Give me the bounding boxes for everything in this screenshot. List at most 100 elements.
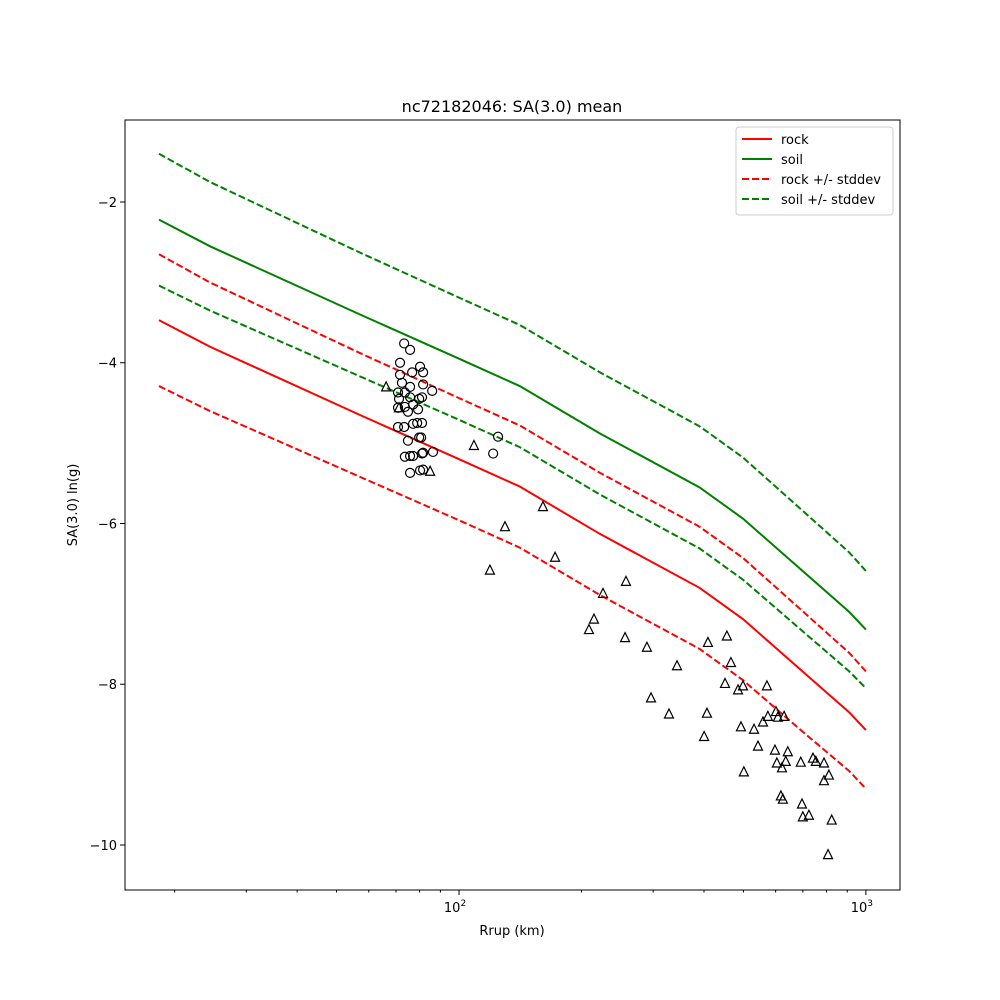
data-point-circle: [416, 448, 428, 459]
scatter-points: [380, 338, 838, 860]
data-point-triangle: [738, 765, 750, 777]
data-point-triangle: [737, 679, 749, 691]
series-line-soil-stddev-lower: [158, 284, 867, 689]
axes: 102 103 −2 −4 −6 −8 −10: [90, 119, 901, 916]
data-point-triangle: [757, 715, 769, 727]
data-point-triangle: [583, 623, 595, 635]
data-point-triangle: [803, 808, 815, 820]
data-point-triangle: [826, 813, 838, 825]
data-point-circle: [404, 344, 416, 355]
x-tick-label: 102: [444, 899, 466, 916]
data-point-circle: [412, 417, 423, 429]
data-point-triangle: [671, 659, 683, 671]
y-tick-label: −2: [98, 196, 117, 211]
data-point-circle: [394, 369, 406, 380]
data-point-circle: [399, 451, 410, 462]
data-point-circle: [396, 377, 408, 388]
data-point-triangle: [537, 500, 549, 512]
data-point-triangle: [780, 755, 792, 766]
data-point-triangle: [797, 810, 809, 822]
data-point-circle: [427, 446, 439, 458]
data-point-triangle: [823, 768, 835, 780]
data-point-triangle: [721, 629, 733, 641]
data-point-circle: [392, 421, 404, 433]
data-point-circle: [414, 361, 426, 372]
data-point-triangle: [484, 563, 496, 575]
legend-label: soil: [781, 153, 803, 168]
legend-label: rock: [781, 133, 809, 148]
data-point-triangle: [778, 710, 790, 721]
data-point-triangle: [702, 636, 714, 648]
data-point-triangle: [588, 612, 600, 624]
data-point-triangle: [619, 631, 631, 643]
data-point-circle: [416, 392, 428, 403]
data-point-triangle: [761, 679, 773, 691]
data-point-triangle: [663, 707, 675, 719]
data-point-triangle: [795, 755, 807, 767]
data-point-triangle: [499, 520, 511, 532]
legend-label: soil +/- stddev: [781, 193, 876, 208]
data-point-circle: [427, 385, 438, 396]
data-point-triangle: [424, 464, 436, 476]
data-point-triangle: [645, 691, 657, 703]
data-point-triangle: [752, 739, 764, 751]
y-tick-label: −6: [98, 517, 117, 532]
data-point-triangle: [818, 756, 830, 768]
data-point-triangle: [822, 848, 834, 860]
data-point-triangle: [620, 575, 632, 586]
series-lines: [158, 152, 867, 790]
data-point-circle: [404, 381, 416, 392]
data-point-triangle: [549, 550, 561, 562]
x-axis-label: Rrup (km): [479, 924, 544, 939]
data-point-circle: [416, 417, 428, 429]
series-line-rock-stddev-upper: [158, 253, 867, 673]
data-point-triangle: [771, 756, 783, 768]
legend-box: [735, 126, 894, 216]
data-point-circle: [416, 432, 427, 443]
data-point-circle: [404, 467, 416, 478]
chart-title: nc72182046: SA(3.0) mean: [402, 97, 623, 116]
data-point-triangle: [719, 677, 731, 689]
data-point-circle: [414, 393, 425, 405]
data-point-circle: [402, 435, 414, 446]
data-point-triangle: [735, 720, 747, 732]
data-point-circle: [404, 450, 416, 462]
data-point-circle: [418, 367, 429, 378]
series-line-soil-stddev-upper: [158, 152, 867, 572]
data-point-triangle: [776, 761, 788, 773]
data-point-triangle: [782, 745, 794, 757]
data-point-circle: [418, 379, 429, 390]
series-line-soil: [158, 218, 867, 631]
data-point-triangle: [380, 380, 392, 392]
data-point-triangle: [641, 640, 653, 652]
data-point-triangle: [597, 587, 609, 599]
data-point-triangle: [777, 792, 789, 804]
data-point-circle: [399, 421, 410, 433]
data-point-triangle: [772, 710, 784, 722]
data-point-triangle: [818, 774, 830, 786]
data-point-triangle: [769, 743, 781, 755]
data-point-triangle: [796, 797, 808, 809]
legend-label: rock +/- stddev: [781, 173, 881, 188]
y-tick-label: −10: [90, 839, 117, 854]
x-tick-label: 103: [851, 899, 873, 916]
data-point-triangle: [698, 730, 710, 742]
series-line-rock-stddev-lower: [158, 385, 867, 790]
data-point-circle: [394, 357, 406, 368]
y-axis-label: SA(3.0) ln(g): [66, 464, 81, 547]
data-point-triangle: [725, 656, 737, 668]
series-line-rock: [158, 319, 867, 731]
data-point-triangle: [468, 439, 480, 451]
data-point-circle: [488, 448, 499, 459]
data-point-circle: [407, 367, 418, 378]
data-point-circle: [418, 464, 429, 475]
legend: rock soil rock +/- stddev soil +/- stddev: [735, 126, 894, 216]
data-point-circle: [492, 431, 504, 442]
plot-frame: [124, 119, 901, 891]
data-point-triangle: [393, 401, 405, 413]
data-point-triangle: [748, 722, 760, 734]
data-point-circle: [399, 338, 410, 349]
y-tick-label: −8: [98, 678, 117, 693]
data-point-circle: [418, 447, 429, 458]
